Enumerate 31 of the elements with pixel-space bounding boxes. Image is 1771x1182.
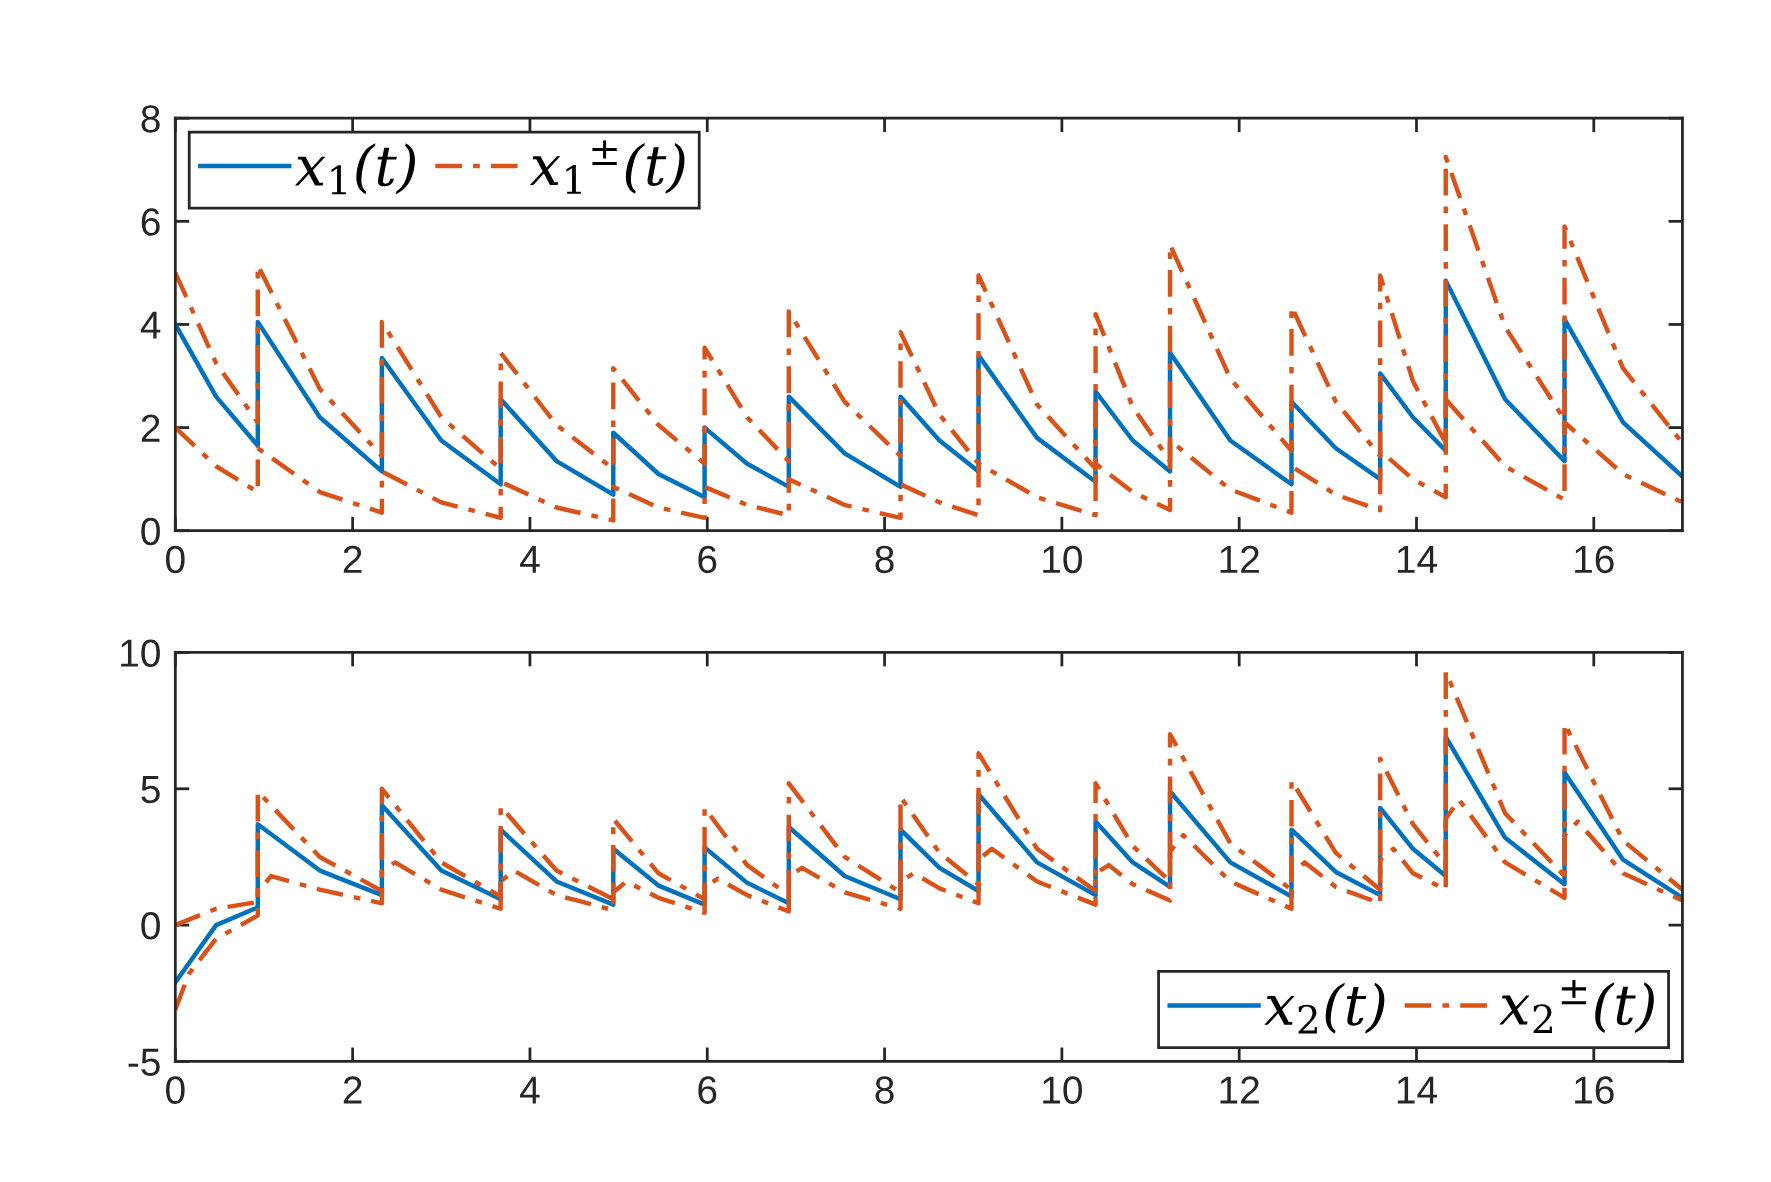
x-tick-label: 12 xyxy=(1220,1076,1259,1104)
legend-label: x$_{2}$(t) xyxy=(1264,982,1385,1034)
x-tick-label: 6 xyxy=(698,545,717,574)
y-tick-label: 10 xyxy=(121,639,160,667)
x-tick-label: 10 xyxy=(1043,1076,1082,1104)
x-tick-label: 16 xyxy=(1575,1076,1614,1104)
legend-label: x$_{2}$$^{±}$(t) xyxy=(1499,979,1654,1034)
x-tick-label: 8 xyxy=(875,545,894,574)
x-tick-label: 4 xyxy=(520,1076,540,1104)
x-tick-label: 12 xyxy=(1220,545,1259,573)
x-tick-label: 0 xyxy=(166,545,185,574)
x-tick-label: 2 xyxy=(343,1076,362,1104)
y-tick-label: 8 xyxy=(141,105,160,133)
x-tick-label: 2 xyxy=(343,545,362,573)
x-tick-label: 4 xyxy=(520,546,540,573)
y-tick-label: -5 xyxy=(128,1048,160,1076)
x-tick-label: 0 xyxy=(166,1076,185,1104)
y-tick-label: 4 xyxy=(140,311,161,339)
x-tick-label: 8 xyxy=(875,1076,894,1104)
legend-label: x$_{1}$$^{±}$(t) xyxy=(529,140,685,194)
legend-label: x$_{1}$(t) xyxy=(294,143,415,195)
y-tick-label: 2 xyxy=(141,414,160,442)
y-tick-label: 0 xyxy=(141,517,160,546)
y-tick-label: 6 xyxy=(141,208,160,236)
x-tick-label: 10 xyxy=(1043,545,1082,574)
x-tick-label: 14 xyxy=(1397,546,1437,573)
x-tick-label: 14 xyxy=(1397,1076,1437,1104)
x-tick-label: 16 xyxy=(1575,545,1614,574)
y-tick-label: 0 xyxy=(141,912,160,940)
y-tick-label: 5 xyxy=(141,776,160,804)
x-tick-label: 6 xyxy=(698,1076,717,1104)
